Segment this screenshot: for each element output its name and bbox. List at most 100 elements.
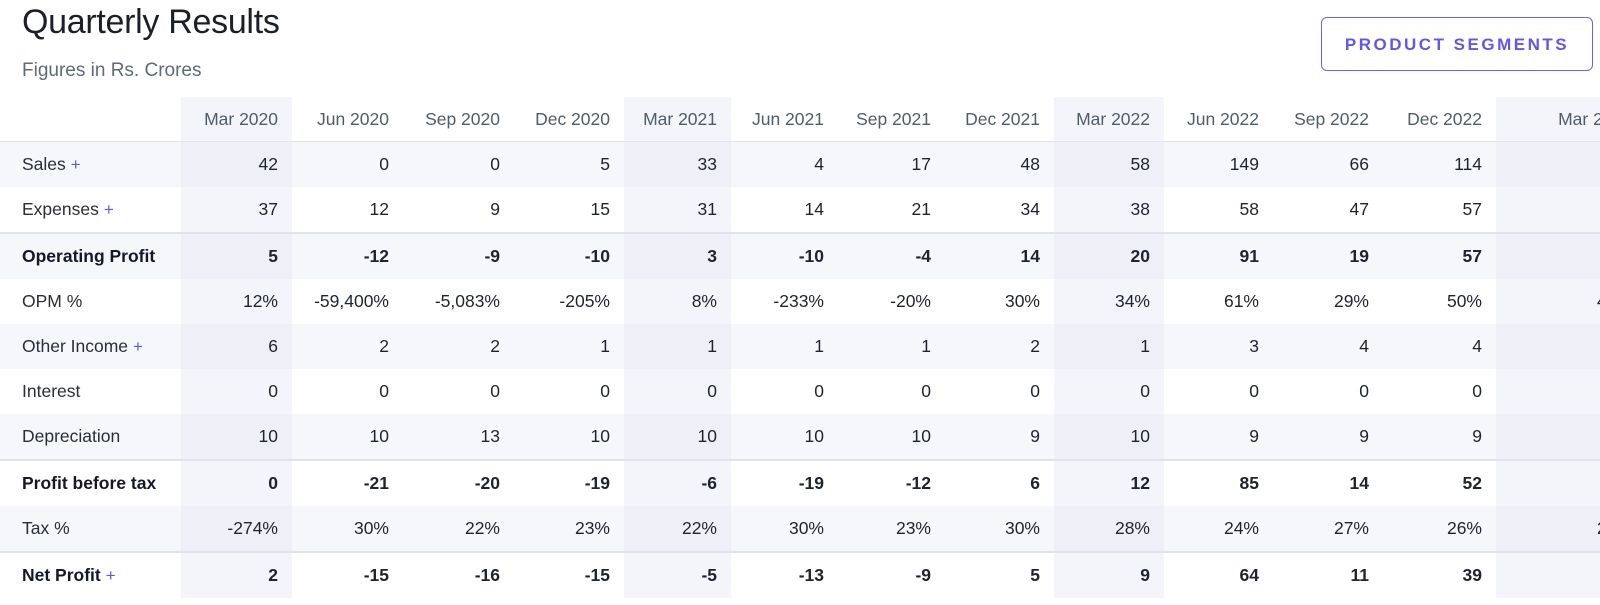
table-cell: 21 (838, 187, 945, 233)
table-cell: 4 (1273, 324, 1383, 369)
table-cell: -233% (731, 279, 838, 324)
table-cell: -19 (514, 459, 624, 506)
column-header-sep-2021: Sep 2021 (838, 97, 945, 142)
table-cell: 22% (403, 506, 514, 552)
table-cell: 0 (1164, 369, 1273, 414)
table-cell: 2 (292, 324, 403, 369)
table-row: Depreciation101013101010109109999 (0, 414, 1600, 460)
table-cell: 9 (945, 414, 1054, 460)
table-cell: 0 (1383, 369, 1496, 414)
table-cell: -9 (838, 551, 945, 598)
table-cell: 0 (731, 369, 838, 414)
row-label: Interest (22, 381, 81, 401)
table-row[interactable]: Net Profit+2-15-16-15-5-13-95964113935 (0, 551, 1600, 598)
table-cell: -6 (624, 459, 731, 506)
row-label-cell[interactable]: Net Profit + (0, 551, 181, 598)
table-cell: -5,083% (403, 279, 514, 324)
table-cell: 0 (181, 369, 292, 414)
quarterly-results-table-container[interactable]: Mar 2020 Jun 2020 Sep 2020 Dec 2020 Mar 2021… (0, 97, 1600, 605)
table-cell: 9 (1273, 414, 1383, 460)
table-cell: 27% (1273, 506, 1383, 552)
table-cell: 61% (1164, 279, 1273, 324)
row-label: Tax % (22, 518, 70, 538)
row-label-cell: Operating Profit (0, 232, 181, 279)
table-cell: -5 (624, 551, 731, 598)
table-cell: 23% (838, 506, 945, 552)
table-cell: -13 (731, 551, 838, 598)
table-cell: 0 (838, 369, 945, 414)
table-row: OPM % 12% -59,400% -5,083% -205% 8% -233% -20% 3… (0, 279, 1600, 324)
table-cell: -59,400% (292, 279, 403, 324)
table-row: Interest0000000000000 (0, 369, 1600, 414)
table-cell: 50% (1383, 279, 1496, 324)
row-label-cell: OPM % (0, 279, 181, 324)
table-cell: -205% (514, 279, 624, 324)
table-cell: 52 (1383, 459, 1496, 506)
row-label: Sales (22, 154, 66, 174)
table-cell: 14 (1496, 324, 1600, 369)
table-cell: 2 (403, 324, 514, 369)
table-row[interactable]: Sales+420053341748581496611499 (0, 141, 1600, 187)
table-cell: 47 (1496, 459, 1600, 506)
table-cell: 4 (731, 141, 838, 187)
table-cell: 57 (1383, 232, 1496, 279)
table-row[interactable]: Expenses+3712915311421343858475756 (0, 187, 1600, 233)
table-cell: 30% (945, 506, 1054, 552)
expand-plus-icon[interactable]: + (133, 337, 143, 356)
table-cell: 10 (181, 414, 292, 460)
table-cell: 20 (1054, 232, 1164, 279)
table-cell: 0 (514, 369, 624, 414)
column-header-mar-2021: Mar 2021 (624, 97, 731, 142)
table-cell: 8% (624, 279, 731, 324)
table-cell: 10 (514, 414, 624, 460)
table-cell: -16 (403, 551, 514, 598)
table-cell: 9 (1496, 414, 1600, 460)
table-cell: 34 (945, 187, 1054, 233)
table-cell: 0 (292, 141, 403, 187)
expand-plus-icon[interactable]: + (105, 566, 116, 585)
table-cell: 17 (838, 141, 945, 187)
table-cell: 42 (1496, 232, 1600, 279)
table-cell: 0 (181, 459, 292, 506)
row-label-cell[interactable]: Sales + (0, 141, 181, 187)
table-cell: 3 (1164, 324, 1273, 369)
table-cell: 2 (945, 324, 1054, 369)
page-title: Quarterly Results (22, 3, 280, 41)
table-cell: 38 (1054, 187, 1164, 233)
table-cell: 29% (1273, 279, 1383, 324)
table-cell: 0 (945, 369, 1054, 414)
table-row[interactable]: Other Income+62211112134414 (0, 324, 1600, 369)
table-cell: -21 (292, 459, 403, 506)
row-label-cell[interactable]: Expenses + (0, 187, 181, 233)
table-cell: 58 (1054, 141, 1164, 187)
table-cell: 43% (1496, 279, 1600, 324)
column-header-mar-2022: Mar 2022 (1054, 97, 1164, 142)
table-cell: 149 (1164, 141, 1273, 187)
expand-plus-icon[interactable]: + (103, 200, 114, 219)
row-label-cell[interactable]: Other Income + (0, 324, 181, 369)
table-cell: 30% (292, 506, 403, 552)
table-cell: 10 (838, 414, 945, 460)
row-label: Other Income (22, 336, 129, 356)
table-row: Tax % -274% 30% 22% 23% 22% 30% 23% 30% 28% 24% 27%… (0, 506, 1600, 552)
table-cell: 47 (1273, 187, 1383, 233)
column-header-jun-2020: Jun 2020 (292, 97, 403, 142)
table-cell: 0 (1496, 369, 1600, 414)
table-cell: 1 (731, 324, 838, 369)
table-cell: -19 (731, 459, 838, 506)
table-cell: 14 (1273, 459, 1383, 506)
table-cell: 33 (624, 141, 731, 187)
row-label: OPM % (22, 291, 83, 311)
column-header-dec-2022: Dec 2022 (1383, 97, 1496, 142)
product-segments-button[interactable]: PRODUCT SEGMENTS (1321, 17, 1593, 71)
table-cell: 3 (624, 232, 731, 279)
table-cell: 30% (945, 279, 1054, 324)
row-label-cell: Interest (0, 369, 181, 414)
table-cell: 13 (403, 414, 514, 460)
table-cell: 14 (731, 187, 838, 233)
row-label: Expenses (22, 199, 99, 219)
expand-plus-icon[interactable]: + (70, 155, 81, 174)
table-cell: 15 (514, 187, 624, 233)
table-cell: 12% (181, 279, 292, 324)
table-cell: 34% (1054, 279, 1164, 324)
